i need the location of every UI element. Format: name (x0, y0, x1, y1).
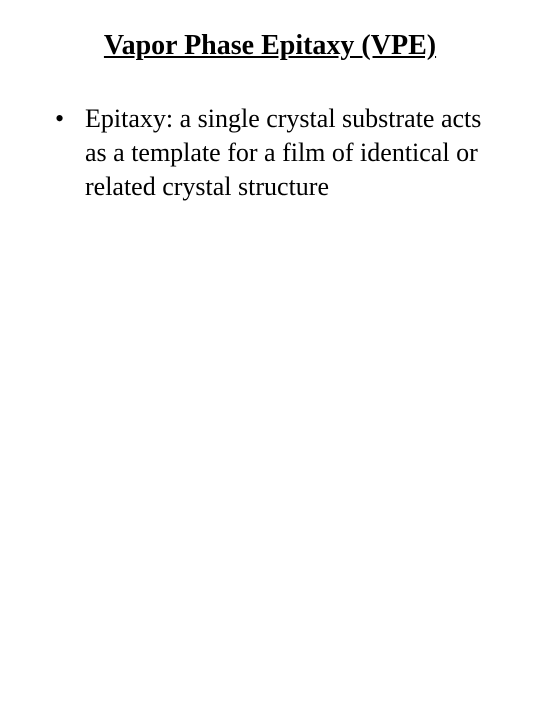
slide-title: Vapor Phase Epitaxy (VPE) (70, 30, 470, 62)
bullet-list: • Epitaxy: a single crystal substrate ac… (40, 102, 500, 203)
bullet-marker-icon: • (55, 102, 64, 136)
bullet-text: Epitaxy: a single crystal substrate acts… (85, 104, 481, 201)
bullet-item: • Epitaxy: a single crystal substrate ac… (55, 102, 500, 203)
